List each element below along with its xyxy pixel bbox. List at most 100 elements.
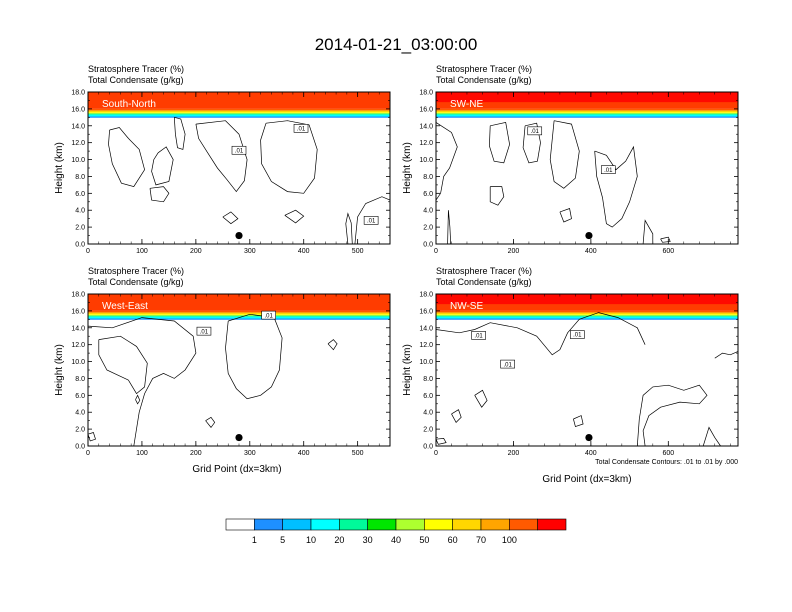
contour-label-box <box>500 359 515 369</box>
y-tick-label: 8.0 <box>75 174 85 181</box>
contour-label-box <box>471 331 486 340</box>
tracer-peak-band <box>436 294 738 305</box>
panel-2: Stratosphere Tracer (%)Total Condensate … <box>402 64 739 255</box>
panel-field-label: Stratosphere Tracer (%) <box>88 64 184 74</box>
y-tick-label: 14.0 <box>419 325 433 332</box>
y-tick-label: 10.0 <box>71 157 85 164</box>
y-tick-label: 18.0 <box>419 292 433 299</box>
tracer-gradient-band <box>88 315 390 317</box>
contour-label-box <box>570 330 585 339</box>
x-tick-label: 200 <box>508 248 520 255</box>
y-axis-label: Height (km) <box>402 142 413 194</box>
x-tick-label: 100 <box>136 248 148 255</box>
y-axis-label: Height (km) <box>54 344 65 396</box>
y-tick-label: 6.0 <box>75 393 85 400</box>
colorbar-level: 70 <box>476 535 486 545</box>
condensate-contour <box>714 351 739 359</box>
x-tick-label: 0 <box>434 248 438 255</box>
location-marker <box>585 433 593 442</box>
x-tick-label: 0 <box>86 450 90 457</box>
colorbar-level: 1 <box>252 535 257 545</box>
x-tick-label: 400 <box>298 450 310 457</box>
colorbar-swatch <box>225 518 255 531</box>
panel-field-label: Total Condensate (g/kg) <box>88 277 184 287</box>
condensate-contour <box>660 236 671 243</box>
y-tick-label: 16.0 <box>419 308 433 315</box>
tracer-gradient-band <box>436 112 738 114</box>
panel-name: SW-NE <box>450 99 483 110</box>
colorbar-level: 50 <box>419 535 429 545</box>
x-tick-label: 600 <box>662 450 674 457</box>
panel-field-label: Stratosphere Tracer (%) <box>436 64 532 74</box>
y-tick-label: 8.0 <box>75 376 85 383</box>
y-tick-label: 14.0 <box>419 123 433 130</box>
contour-label: .01 <box>503 362 512 368</box>
condensate-contour <box>205 416 216 428</box>
panel-4: Stratosphere Tracer (%)Total Condensate … <box>402 266 739 457</box>
condensate-contour <box>108 127 145 188</box>
y-tick-label: 2.0 <box>423 225 433 232</box>
y-tick-label: 16.0 <box>71 308 85 315</box>
colorbar-level: 5 <box>280 535 285 545</box>
x-tick-label: 200 <box>508 450 520 457</box>
y-tick-label: 10.0 <box>419 157 433 164</box>
location-marker <box>235 433 243 442</box>
y-axis-label: Height (km) <box>402 344 413 396</box>
colorbar-level: 100 <box>502 535 517 545</box>
y-tick-label: 4.0 <box>423 410 433 417</box>
condensate-contour <box>549 120 580 189</box>
y-tick-label: 12.0 <box>419 342 433 349</box>
contour-label: .01 <box>235 148 244 154</box>
condensate-contour <box>451 409 462 423</box>
condensate-contour <box>284 209 305 224</box>
condensate-contour <box>447 210 452 245</box>
y-tick-label: 14.0 <box>71 123 85 130</box>
y-tick-label: 12.0 <box>71 140 85 147</box>
y-tick-label: 10.0 <box>71 359 85 366</box>
x-tick-label: 400 <box>585 248 597 255</box>
y-axis-label: Height (km) <box>54 142 65 194</box>
panel-name: NW-SE <box>450 301 483 312</box>
location-marker <box>585 231 593 240</box>
panel-3: Stratosphere Tracer (%)Total Condensate … <box>54 266 391 457</box>
y-tick-label: 0.0 <box>75 444 85 451</box>
tracer-gradient-band <box>88 310 390 313</box>
y-tick-label: 16.0 <box>71 106 85 113</box>
colorbar-swatch <box>537 518 567 531</box>
colorbar-swatch <box>310 518 340 531</box>
x-tick-label: 400 <box>585 450 597 457</box>
condensate-contour <box>435 312 646 356</box>
condensate-contour <box>149 186 170 203</box>
x-tick-label: 200 <box>190 248 202 255</box>
contour-label: .01 <box>604 168 613 174</box>
contour-label: .01 <box>474 334 483 340</box>
tracer-gradient-band <box>436 312 738 315</box>
colorbar-swatch <box>395 518 425 531</box>
panel-field-label: Stratosphere Tracer (%) <box>88 266 184 276</box>
condensate-contour <box>702 426 721 447</box>
y-tick-label: 18.0 <box>419 90 433 97</box>
x-tick-label: 500 <box>352 248 364 255</box>
y-tick-label: 14.0 <box>71 325 85 332</box>
condensate-contour <box>474 389 488 408</box>
colorbar-swatch <box>339 518 368 531</box>
tracer-gradient-band <box>88 318 390 320</box>
condensate-contour <box>489 121 510 164</box>
condensate-contour <box>87 317 197 447</box>
condensate-contour <box>559 208 572 223</box>
colorbar: 1 5 10 20 30 40 50 60 70 100 <box>225 518 567 545</box>
y-tick-label: 4.0 <box>75 410 85 417</box>
tracer-gradient-band <box>436 314 738 316</box>
panels: Stratosphere Tracer (%)Total Condensate … <box>54 64 739 457</box>
y-tick-label: 6.0 <box>423 393 433 400</box>
y-tick-label: 4.0 <box>423 208 433 215</box>
tracer-band <box>88 294 390 311</box>
colorbar-swatch <box>452 518 482 531</box>
contour-label-box <box>527 126 543 136</box>
x-tick-label: 0 <box>434 450 438 457</box>
colorbar-level: 20 <box>334 535 344 545</box>
colorbar-level: 60 <box>448 535 458 545</box>
contour-label: .01 <box>573 333 582 339</box>
y-tick-label: 18.0 <box>71 90 85 97</box>
panel-name: South-North <box>102 99 156 110</box>
